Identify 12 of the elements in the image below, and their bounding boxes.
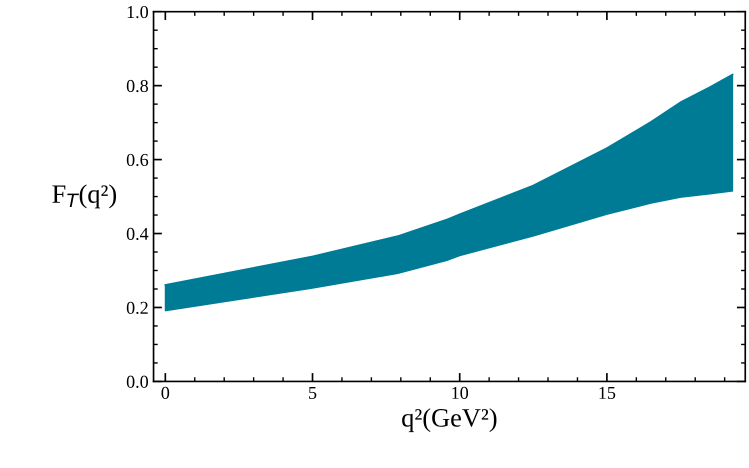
x-tick-label: 10 (452, 386, 468, 399)
y-tick-label: 0.4 (126, 228, 148, 240)
y-tick-label: 0.0 (126, 376, 148, 388)
y-tick-label: 1.0 (128, 6, 148, 18)
y-tick-label: 0.6 (126, 154, 148, 166)
y-axis-title: F$_{T}$(q²) (52, 184, 116, 208)
y-tick-label: 0.2 (126, 302, 148, 314)
x-tick-label: 0 (161, 386, 170, 399)
x-axis-title: q²(GeV²) (402, 408, 496, 432)
y-tick-label: 0.8 (126, 80, 148, 92)
x-tick-label: 5 (309, 386, 316, 399)
x-tick-label: 15 (599, 386, 616, 399)
